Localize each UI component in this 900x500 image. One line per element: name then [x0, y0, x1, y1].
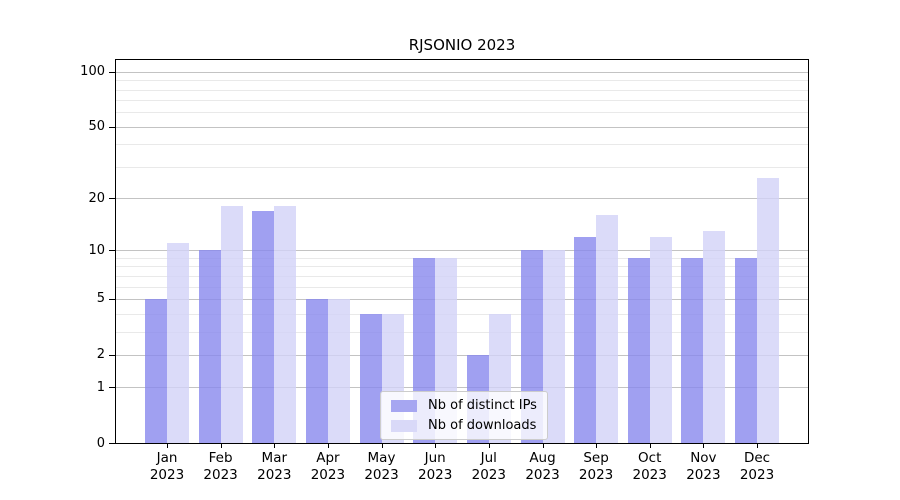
gridline-minor: [116, 166, 808, 168]
y-tick-label: 5: [96, 291, 105, 307]
plot-area: [115, 59, 809, 444]
gridline-minor: [116, 89, 808, 91]
x-tick: [703, 444, 705, 448]
gridline-minor: [116, 100, 808, 102]
legend-entry-ips: Nb of distinct IPs: [391, 398, 537, 413]
x-tick: [596, 444, 598, 448]
legend-label-ips: Nb of distinct IPs: [428, 398, 537, 413]
bar-ips-mar: [252, 210, 275, 443]
gridline-minor: [116, 266, 808, 268]
bar-ips-sep: [574, 236, 597, 443]
gridline-minor: [116, 257, 808, 259]
y-tick: [109, 354, 115, 356]
bar-downloads-nov: [703, 230, 726, 443]
x-tick: [542, 444, 544, 448]
x-tick-label: Sep 2023: [578, 450, 614, 483]
x-tick-label: Feb 2023: [203, 450, 238, 483]
y-tick-label: 20: [88, 190, 105, 206]
x-tick: [435, 444, 437, 448]
y-tick-label: 100: [80, 64, 105, 80]
x-tick-label: Dec 2023: [739, 450, 775, 483]
legend: Nb of distinct IPs Nb of downloads: [380, 391, 548, 440]
gridline-major: [116, 354, 808, 356]
gridline-minor: [116, 112, 808, 114]
bar-downloads-mar: [274, 206, 297, 443]
bar-ips-dec: [735, 257, 757, 443]
y-tick: [109, 71, 115, 73]
x-tick: [381, 444, 383, 448]
bar-downloads-dec: [757, 177, 779, 443]
gridline-minor: [116, 275, 808, 277]
x-tick-label: Nov 2023: [686, 450, 721, 483]
y-tick: [109, 198, 115, 200]
legend-swatch-ips: [391, 399, 417, 412]
legend-swatch-downloads: [391, 419, 417, 432]
bar-ips-oct: [627, 257, 650, 443]
gridline-major: [116, 198, 808, 200]
bar-ips-may: [359, 313, 382, 443]
gridline-minor: [116, 80, 808, 82]
x-tick-label: Aug 2023: [525, 450, 560, 483]
chart-title: RJSONIO 2023: [408, 36, 516, 54]
bar-downloads-sep: [596, 215, 619, 443]
x-tick-label: Jun 2023: [418, 450, 453, 483]
x-tick: [327, 444, 329, 448]
x-tick: [649, 444, 651, 448]
y-tick: [109, 250, 115, 252]
y-tick-label: 2: [96, 347, 105, 363]
bar-downloads-aug: [542, 250, 565, 443]
x-tick-label: Oct 2023: [632, 450, 667, 483]
gridline-major: [116, 387, 808, 389]
y-tick: [109, 387, 115, 389]
bar-ips-feb: [198, 250, 221, 443]
x-tick-label: Jul 2023: [471, 450, 506, 483]
legend-entry-downloads: Nb of downloads: [391, 418, 537, 433]
gridline-minor: [116, 331, 808, 333]
gridline-major: [116, 250, 808, 252]
x-tick-label: Jan 2023: [149, 450, 185, 483]
y-tick: [109, 443, 115, 444]
x-tick: [488, 444, 490, 448]
gridline-major: [116, 298, 808, 300]
y-tick-label: 50: [88, 119, 105, 135]
gridline-minor: [116, 144, 808, 146]
y-tick: [109, 126, 115, 128]
x-tick: [220, 444, 222, 448]
bar-downloads-apr: [327, 298, 350, 443]
x-tick-label: Mar 2023: [257, 450, 292, 483]
y-tick-label: 10: [88, 242, 105, 258]
y-tick-label: 0: [96, 435, 105, 451]
bar-downloads-jan: [167, 243, 189, 443]
x-tick: [274, 444, 276, 448]
gridline-minor: [116, 313, 808, 315]
x-tick: [167, 444, 168, 448]
legend-label-downloads: Nb of downloads: [428, 418, 537, 433]
bar-ips-apr: [305, 298, 328, 443]
bar-downloads-feb: [220, 206, 243, 443]
gridline-major: [116, 126, 808, 128]
gridline-major: [116, 71, 808, 73]
x-tick-label: Apr 2023: [310, 450, 346, 483]
y-tick-label: 1: [96, 379, 105, 395]
bar-ips-nov: [681, 257, 704, 443]
bar-downloads-oct: [649, 236, 672, 443]
y-tick: [109, 298, 115, 300]
x-tick-label: May 2023: [364, 450, 399, 483]
x-tick: [757, 444, 758, 448]
gridline-minor: [116, 286, 808, 288]
bar-ips-jan: [145, 298, 167, 443]
